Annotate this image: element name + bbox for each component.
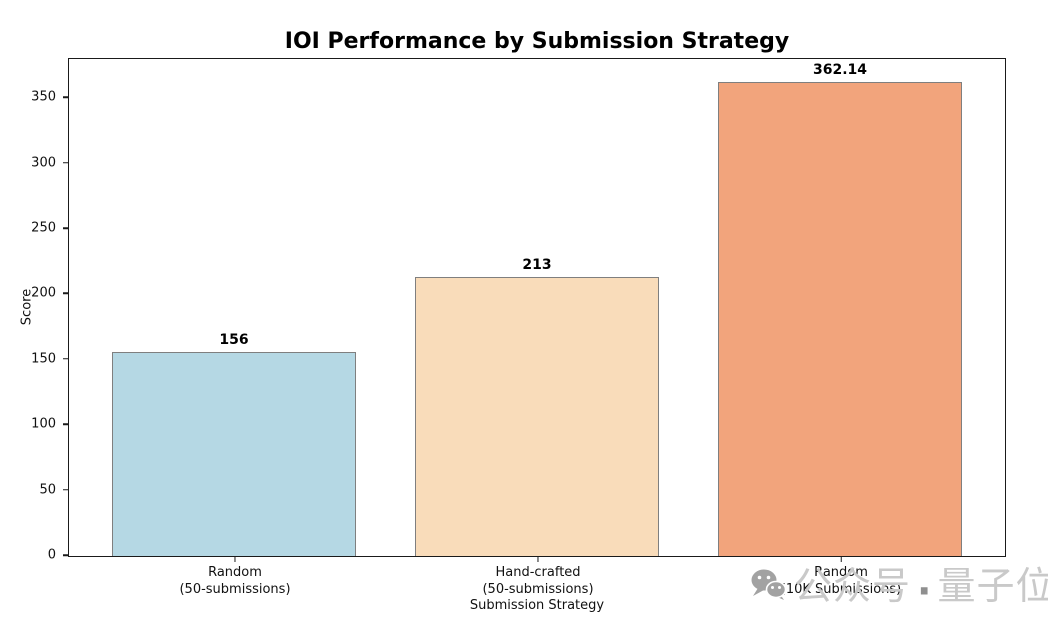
y-axis: 0 50 100 150 200 250 300 350 (0, 58, 68, 562)
watermark-separator: · (917, 569, 932, 613)
y-tick-label: 300 (31, 155, 56, 171)
tick-mark (63, 227, 68, 229)
bar-handcrafted-50 (415, 277, 659, 556)
bar-value-label: 362.14 (812, 62, 868, 79)
x-axis-label: Submission Strategy (469, 598, 605, 613)
tick-mark (63, 423, 68, 425)
wechat-icon (751, 569, 787, 600)
y-tick-label: 350 (31, 89, 56, 105)
tick-mark (63, 161, 68, 164)
plot-area: 156 213 362.14 (68, 58, 1006, 557)
y-tick-label: 0 (47, 547, 56, 563)
x-tick-random-50: Random (50-submissions) (179, 557, 291, 598)
y-tick-label: 250 (31, 220, 56, 236)
x-axis: Random (50-submissions) Hand-crafted (50… (0, 557, 1048, 617)
chart-title: IOI Performance by Submission Strategy (284, 29, 790, 54)
x-tick-line: Hand-crafted (495, 565, 581, 580)
tick-mark (63, 292, 68, 295)
y-tick-label: 150 (31, 351, 56, 367)
watermark-suffix: 量子位 (937, 564, 1048, 608)
y-tick-label: 50 (39, 482, 56, 498)
tick-mark (63, 488, 68, 491)
watermark: 公众号 · 量子位 (749, 564, 1048, 611)
bar-value-label: 213 (522, 257, 552, 274)
tick-mark (63, 358, 68, 360)
watermark-prefix: 公众号 (794, 564, 912, 608)
x-tick-line: (50-submissions) (179, 581, 291, 597)
x-tick-line: Random (814, 565, 868, 580)
tick-mark (840, 557, 842, 562)
bar-value-label: 156 (219, 331, 249, 348)
x-tick-line: (50-submissions) (482, 581, 594, 597)
tick-mark (63, 96, 68, 98)
y-tick-label: 100 (31, 416, 56, 432)
tick-mark (63, 554, 68, 556)
bar-random-50 (112, 351, 356, 556)
x-tick-line: Random (208, 565, 262, 580)
bar-group: 213 (415, 59, 659, 556)
x-tick-line: (10K Submissions) (780, 581, 902, 597)
bar-random-10k (718, 82, 962, 556)
tick-mark (537, 557, 539, 562)
bar-group: 362.14 (718, 59, 962, 556)
x-tick-handcrafted-50: Hand-crafted (50-submissions) (482, 557, 594, 598)
bar-group: 156 (112, 59, 356, 556)
y-tick-label: 200 (31, 285, 56, 301)
tick-mark (234, 557, 236, 562)
x-tick-random-10k: Random (10K Submissions) (780, 557, 902, 598)
